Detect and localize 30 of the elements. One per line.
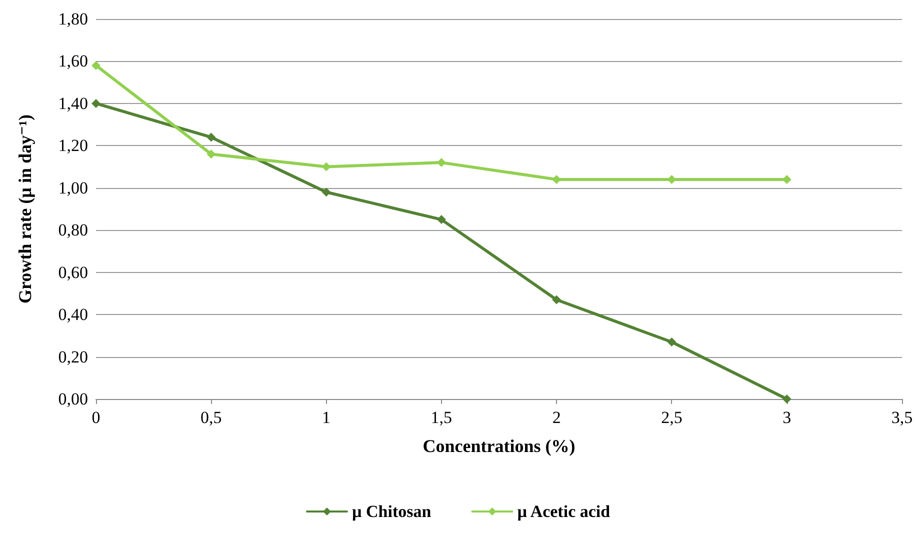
- legend-label: µ Acetic acid: [517, 502, 611, 521]
- y-tick-label: 0,40: [58, 305, 88, 324]
- y-tick-label: 0,60: [58, 262, 88, 282]
- x-tick-label: 1,5: [430, 408, 452, 427]
- y-tick-label: 1,60: [58, 52, 88, 71]
- point: [552, 295, 562, 304]
- y-tick-label: 0,00: [58, 390, 88, 408]
- y-tick-label: 1,00: [58, 178, 88, 198]
- x-tick-label: 0,5: [200, 408, 222, 427]
- x-tick-label: 0: [92, 408, 100, 427]
- x-tick-label: 2: [552, 408, 561, 427]
- y-axis-title: Growth rate (µ in day⁻¹): [15, 114, 35, 304]
- point: [782, 394, 792, 404]
- point: [92, 98, 100, 108]
- y-tick-label: 1,40: [58, 94, 88, 113]
- x-tick-label: 2,5: [661, 408, 682, 427]
- x-tick-label: 3: [782, 408, 792, 427]
- y-tick-label: 1,80: [58, 10, 88, 28]
- point: [436, 215, 446, 224]
- y-tick-label: 0,80: [58, 220, 88, 240]
- x-tick-label: 1: [322, 408, 331, 427]
- point: [667, 338, 676, 346]
- x-tick-label: 3,5: [891, 408, 913, 427]
- x-axis-title: Concentrations (%): [422, 436, 576, 456]
- y-tick-label: 0,20: [58, 347, 88, 366]
- legend-label: µ Chitosan: [352, 502, 432, 521]
- point: [206, 132, 216, 142]
- y-tick-label: 1,20: [58, 136, 88, 156]
- point: [322, 188, 331, 197]
- point: [92, 60, 100, 70]
